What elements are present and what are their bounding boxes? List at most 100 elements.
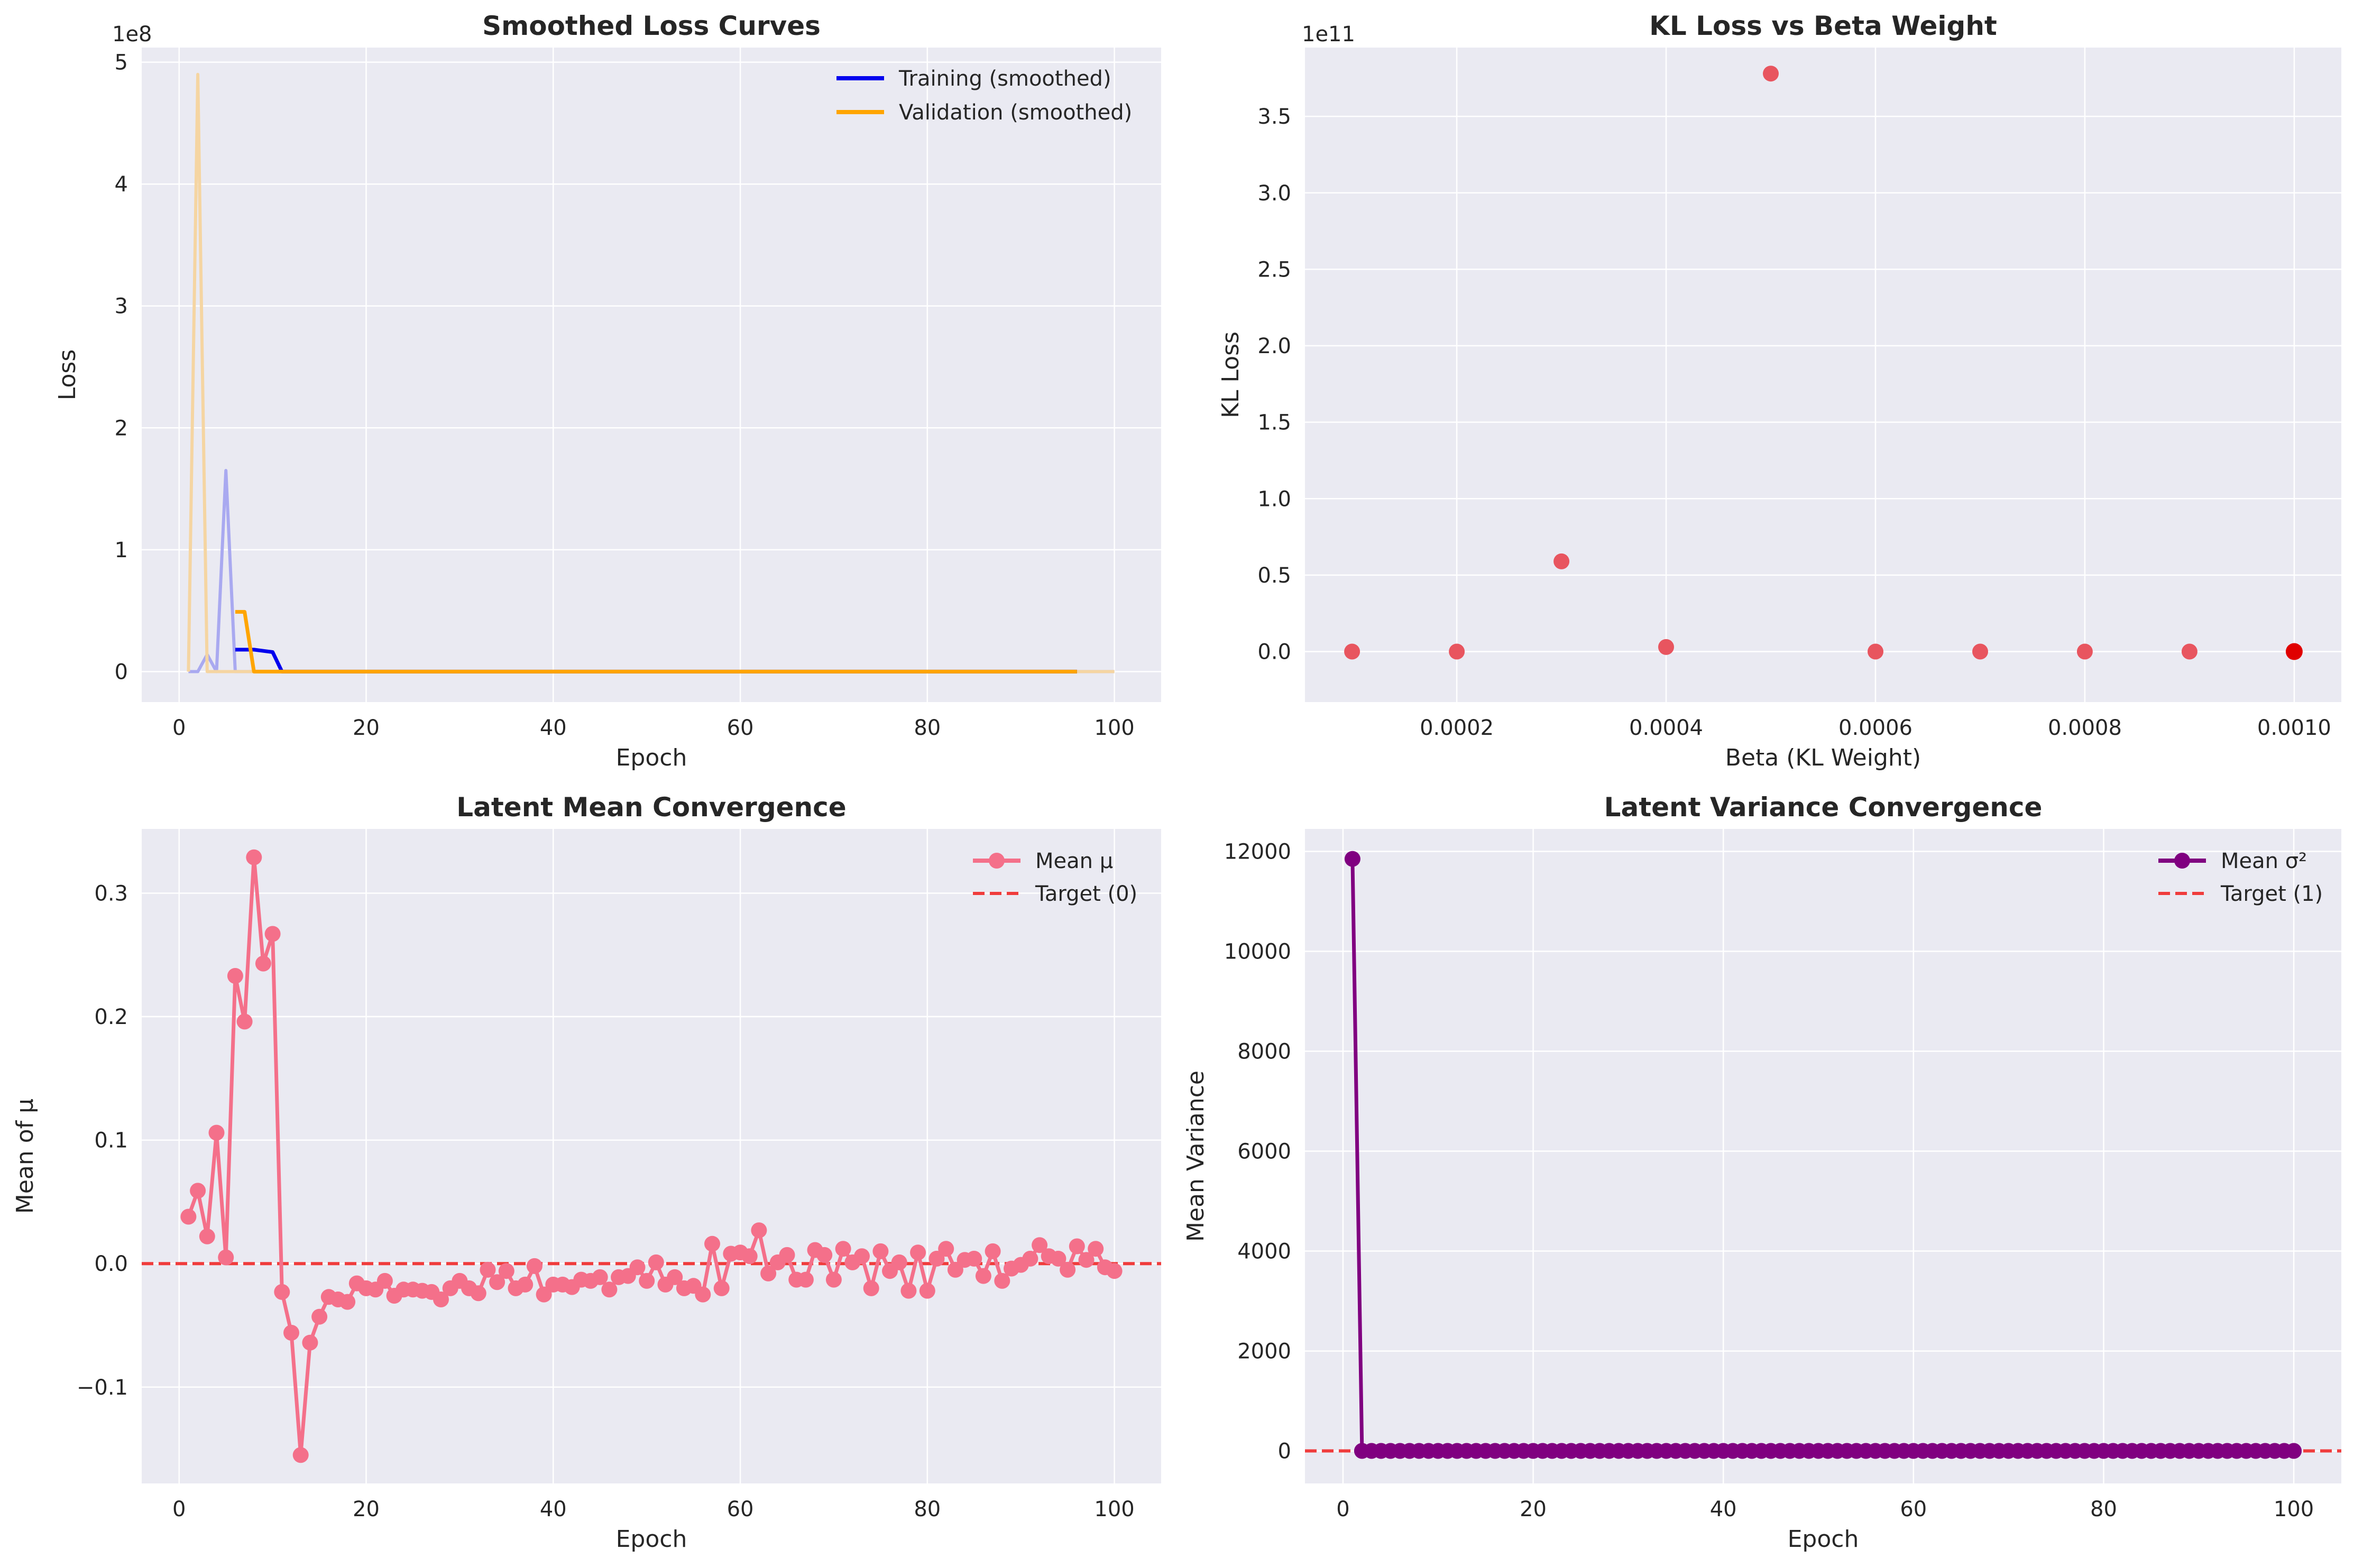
mean-point bbox=[264, 926, 281, 942]
mean-point bbox=[1050, 1250, 1066, 1267]
kl-ytick-label: 1.5 bbox=[1257, 411, 1291, 435]
mean-point bbox=[985, 1243, 1001, 1259]
mean-point bbox=[975, 1268, 991, 1284]
kl-point bbox=[2076, 643, 2093, 660]
mean-point bbox=[236, 1013, 253, 1030]
variance-ytick-label: 8000 bbox=[1237, 1040, 1291, 1064]
loss-plot-area bbox=[142, 48, 1161, 702]
mean-series bbox=[180, 849, 1123, 1463]
variance-ytick-label: 12000 bbox=[1224, 840, 1291, 864]
mean-ytick-label: 0.3 bbox=[94, 881, 128, 906]
mean-point bbox=[601, 1281, 618, 1298]
mean-point bbox=[863, 1280, 879, 1296]
mean-point bbox=[227, 968, 243, 984]
mean-point bbox=[526, 1258, 543, 1274]
mean-point bbox=[751, 1222, 767, 1239]
mean-plot-area bbox=[142, 829, 1161, 1483]
mean-point bbox=[302, 1334, 318, 1351]
variance-legend: Mean σ² Target (1) bbox=[2158, 849, 2323, 906]
variance-xtick-label: 100 bbox=[2274, 1497, 2314, 1521]
variance-xtick-label: 0 bbox=[1336, 1497, 1349, 1521]
mean-point bbox=[311, 1308, 328, 1325]
loss-xticks: 0 20 40 60 80 100 bbox=[172, 716, 1135, 740]
mean-point bbox=[816, 1247, 833, 1263]
mean-ytick-label: 0.0 bbox=[94, 1252, 128, 1276]
mean-point bbox=[938, 1241, 954, 1257]
kl-ytick-label: 2.0 bbox=[1257, 334, 1291, 358]
kl-xtick-label: 0.0006 bbox=[1838, 716, 1913, 740]
mean-point bbox=[218, 1249, 234, 1266]
mean-point bbox=[667, 1269, 683, 1285]
kl-ytick-label: 0.0 bbox=[1257, 640, 1291, 665]
mean-point bbox=[255, 955, 271, 972]
mean-point bbox=[947, 1261, 963, 1278]
variance-xtick-label: 20 bbox=[1520, 1497, 1547, 1521]
mean-point bbox=[994, 1272, 1010, 1289]
mean-point bbox=[713, 1280, 730, 1296]
variance-yticks: 0 2000 4000 6000 8000 10000 12000 bbox=[1224, 840, 1291, 1464]
loss-xtick-label: 60 bbox=[727, 716, 754, 740]
loss-ylabel: Loss bbox=[54, 349, 81, 401]
variance-ylabel: Mean Variance bbox=[1182, 1071, 1209, 1242]
loss-ytick-label: 1 bbox=[115, 538, 128, 562]
kl-ytick-label: 2.5 bbox=[1257, 257, 1291, 282]
variance-ytick-label: 0 bbox=[1278, 1440, 1291, 1464]
kl-grid bbox=[1305, 48, 2341, 702]
variance-xtick-label: 40 bbox=[1710, 1497, 1737, 1521]
mean-point bbox=[825, 1271, 842, 1288]
mean-point bbox=[1106, 1263, 1123, 1279]
mean-point bbox=[1078, 1252, 1095, 1268]
variance-point bbox=[1344, 851, 1360, 867]
mean-point bbox=[1060, 1261, 1076, 1278]
loss-series-line-1 bbox=[235, 610, 1077, 674]
loss-ytick-label: 4 bbox=[115, 172, 128, 197]
kl-ytick-label: 1.0 bbox=[1257, 487, 1291, 511]
kl-xtick-label: 0.0002 bbox=[1420, 716, 1494, 740]
loss-xlabel: Epoch bbox=[616, 744, 687, 771]
kl-point bbox=[2285, 643, 2303, 660]
variance-xlabel: Epoch bbox=[1788, 1526, 1859, 1553]
kl-yticks: 0.0 0.5 1.0 1.5 2.0 2.5 3.0 3.5 bbox=[1257, 105, 1291, 664]
mean-point bbox=[199, 1228, 215, 1244]
kl-title: KL Loss vs Beta Weight bbox=[1649, 11, 1997, 41]
loss-title: Smoothed Loss Curves bbox=[482, 11, 821, 41]
kl-ytick-label: 0.5 bbox=[1257, 564, 1291, 588]
mean-point bbox=[190, 1183, 206, 1199]
kl-point bbox=[1972, 643, 1988, 660]
mean-xtick-label: 60 bbox=[727, 1497, 754, 1521]
kl-plot-area bbox=[1305, 48, 2341, 702]
loss-ytick-label: 5 bbox=[115, 51, 128, 75]
loss-yticks: 0 1 2 3 4 5 bbox=[115, 51, 128, 685]
loss-xtick-label: 0 bbox=[172, 716, 186, 740]
variance-xticks: 0 20 40 60 80 100 bbox=[1336, 1497, 2314, 1521]
loss-offset-label: 1e8 bbox=[112, 22, 152, 47]
loss-legend-label-1: Validation (smoothed) bbox=[899, 100, 1132, 125]
variance-legend-label-0: Mean σ² bbox=[2221, 849, 2307, 873]
kl-xtick-label: 0.0010 bbox=[2257, 716, 2331, 740]
mean-point bbox=[872, 1243, 889, 1259]
mean-legend: Mean μ Target (0) bbox=[973, 849, 1137, 906]
mean-xtick-label: 100 bbox=[1094, 1497, 1134, 1521]
variance-xtick-label: 80 bbox=[2090, 1497, 2117, 1521]
mean-point bbox=[695, 1286, 711, 1303]
mean-point bbox=[928, 1250, 945, 1267]
mean-xtick-label: 40 bbox=[540, 1497, 567, 1521]
mean-ytick-label: −0.1 bbox=[77, 1376, 128, 1400]
kl-point bbox=[2181, 643, 2198, 660]
loss-xtick-label: 80 bbox=[914, 716, 941, 740]
loss-ytick-label: 3 bbox=[115, 294, 128, 319]
mean-point bbox=[433, 1292, 449, 1307]
mean-point bbox=[1088, 1241, 1104, 1257]
loss-ytick-label: 2 bbox=[115, 416, 128, 440]
variance-ytick-label: 2000 bbox=[1237, 1340, 1291, 1364]
mean-point bbox=[900, 1283, 917, 1299]
mean-point bbox=[470, 1285, 486, 1302]
mean-point bbox=[741, 1248, 758, 1265]
mean-point bbox=[648, 1254, 664, 1270]
mean-title: Latent Mean Convergence bbox=[456, 792, 846, 823]
variance-plot-area bbox=[1305, 829, 2341, 1483]
kl-xticks: 0.0002 0.0004 0.0006 0.0008 0.0010 bbox=[1420, 716, 2331, 740]
mean-point bbox=[498, 1263, 514, 1279]
kl-offset-label: 1e11 bbox=[1302, 22, 1355, 47]
mean-point bbox=[376, 1272, 393, 1289]
